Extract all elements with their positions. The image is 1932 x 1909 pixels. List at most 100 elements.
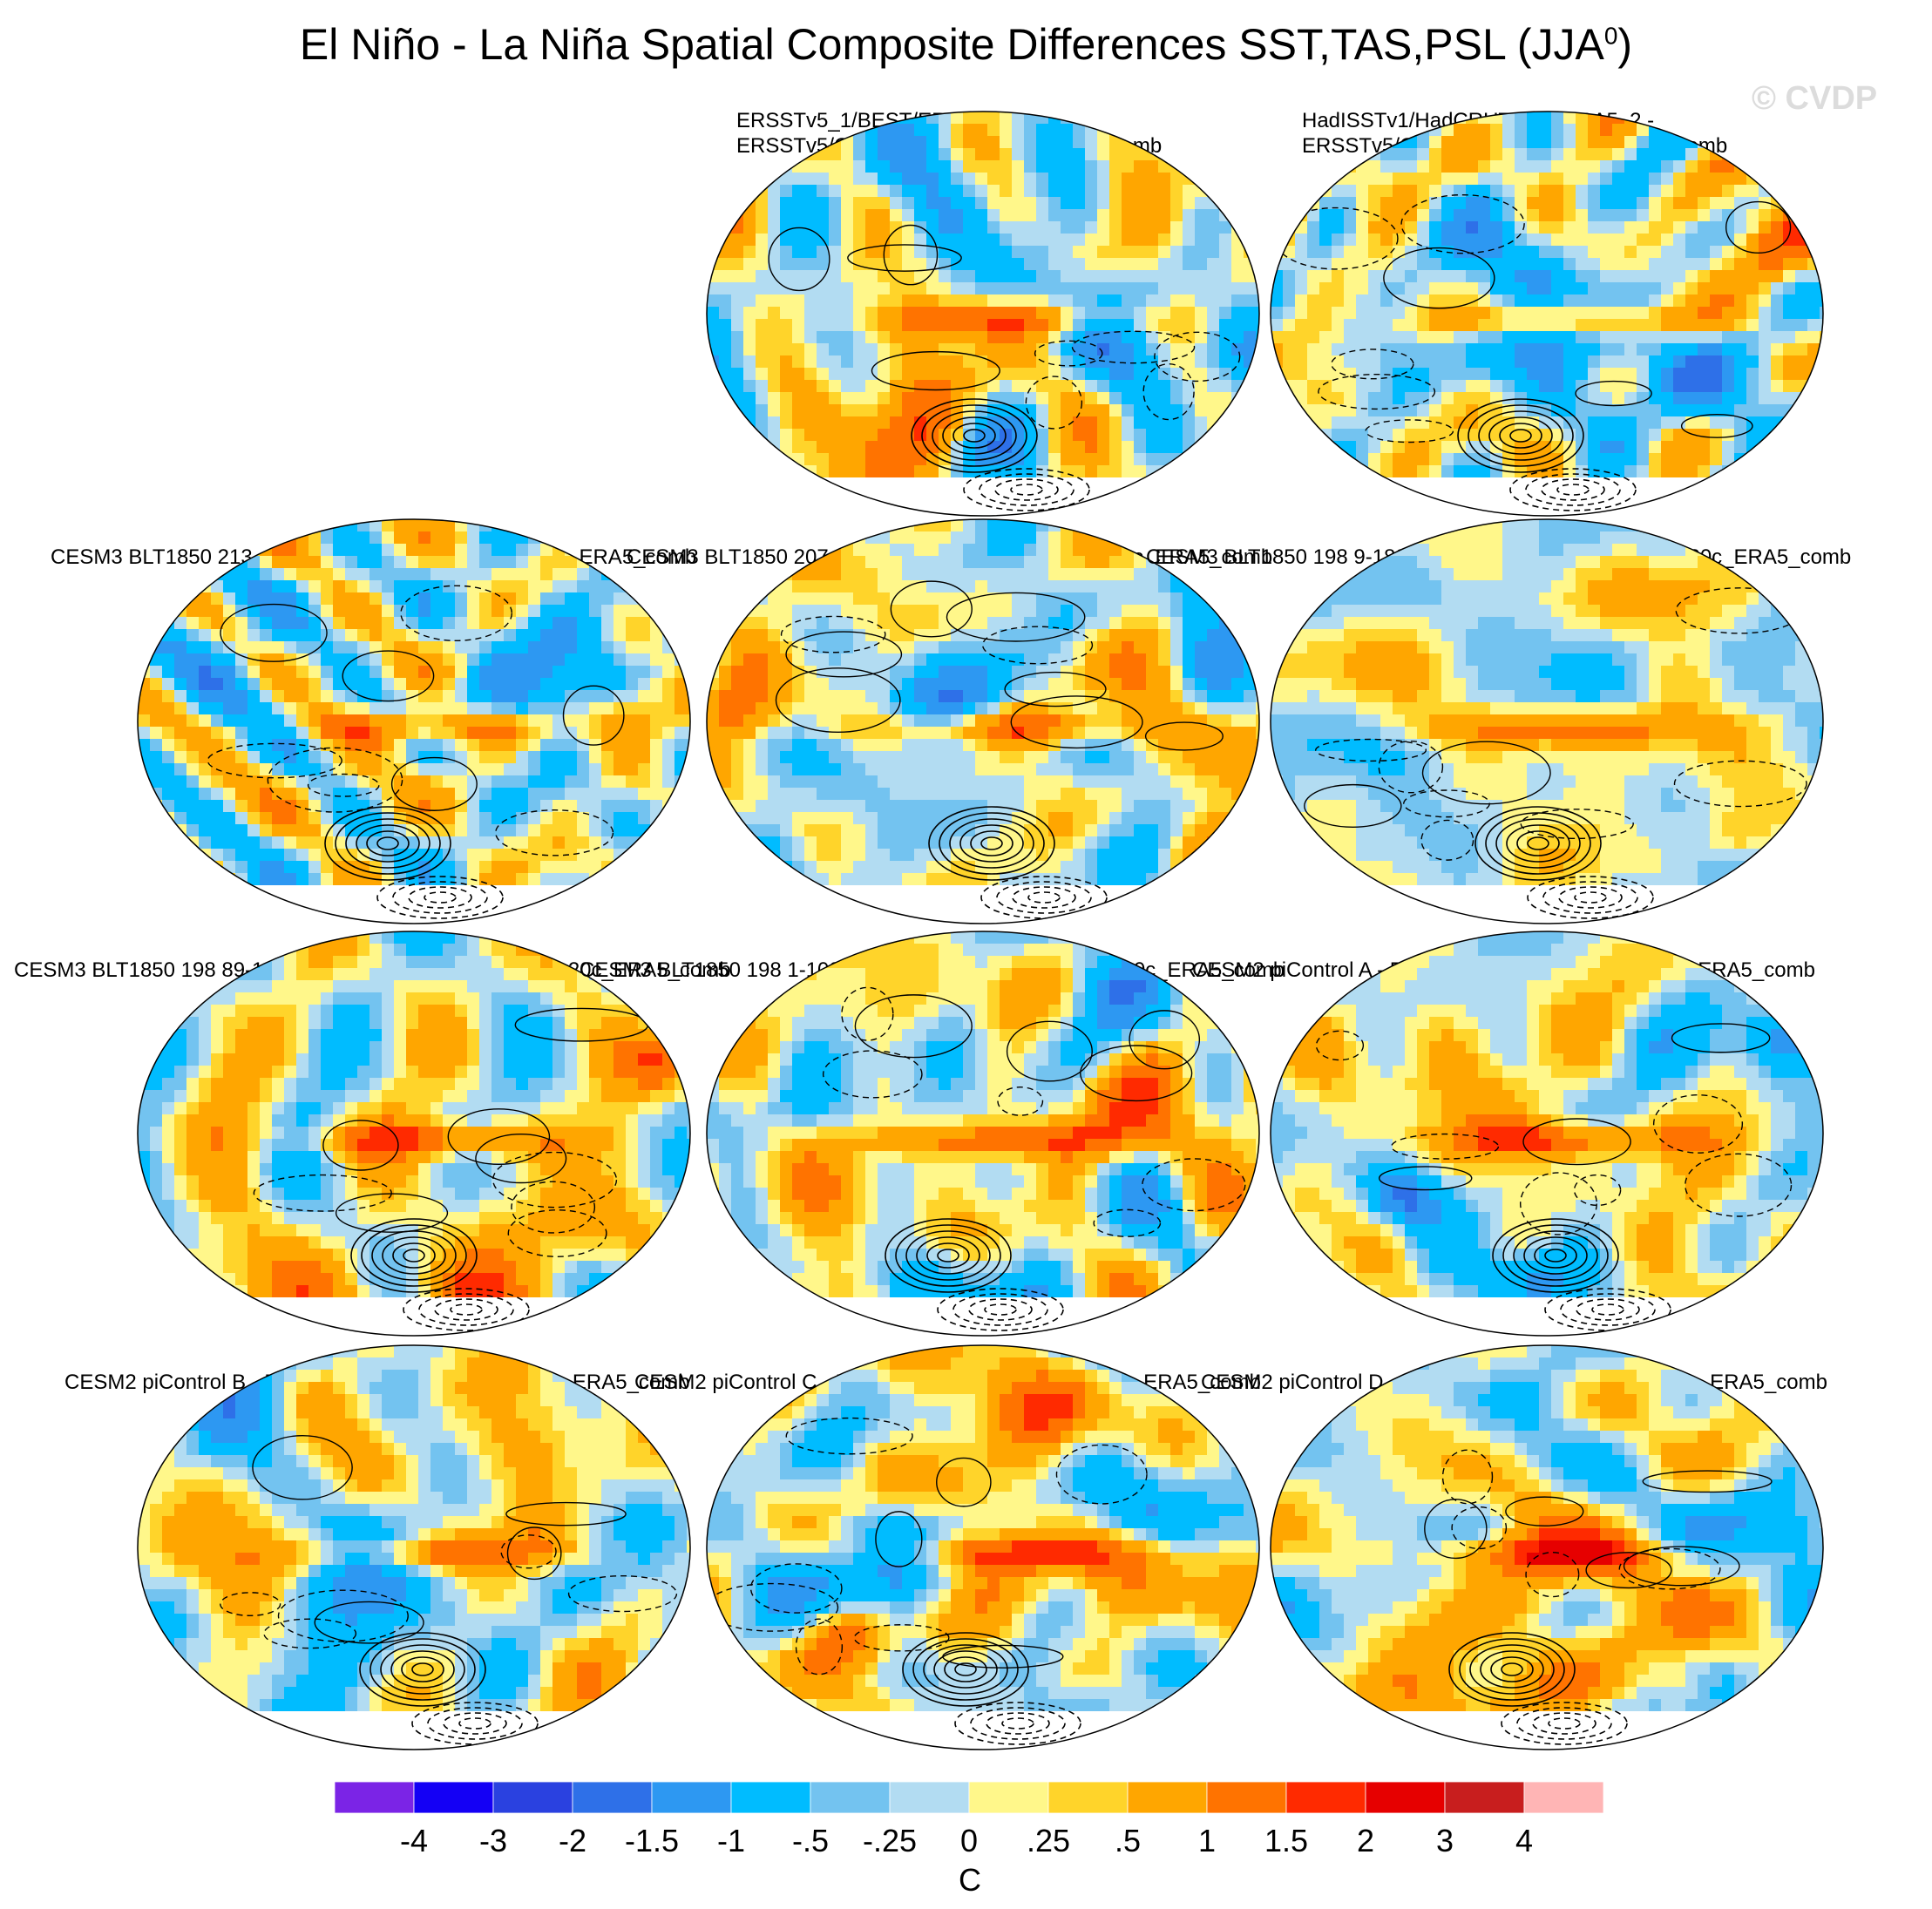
field-cell (1183, 380, 1196, 393)
field-cell (1429, 221, 1442, 234)
field-cell (284, 568, 297, 581)
field-cell (902, 258, 915, 271)
field-cell (284, 666, 297, 679)
field-cell (1207, 282, 1220, 295)
field-cell (150, 690, 163, 703)
field-cell (951, 441, 964, 454)
field-cell (1441, 429, 1454, 442)
field-cell (1271, 221, 1284, 234)
field-cell (1146, 294, 1159, 308)
field-cell (1109, 197, 1122, 210)
field-cell (1368, 416, 1381, 430)
field-cell (1612, 294, 1625, 308)
field-cell (1649, 331, 1662, 344)
field-cell (284, 653, 297, 667)
field-cell (552, 580, 566, 593)
field-cell (1746, 429, 1759, 442)
field-cell (1283, 319, 1296, 332)
field-cell (357, 763, 370, 776)
field-cell (638, 763, 651, 776)
field-cell (1502, 258, 1515, 271)
field-cell (321, 775, 334, 789)
field-cell (1368, 173, 1381, 186)
field-cell (1515, 502, 1528, 515)
field-cell (1734, 270, 1747, 283)
field-cell (865, 490, 878, 503)
field-cell (1649, 234, 1662, 247)
field-cell (138, 714, 151, 728)
field-cell (1024, 355, 1037, 369)
field-cell (1685, 477, 1698, 491)
field-cell (1048, 221, 1061, 234)
field-cell (719, 531, 732, 545)
field-cell (577, 702, 590, 715)
field-cell (743, 258, 756, 271)
field-cell (186, 605, 200, 618)
field-cell (1368, 331, 1381, 344)
field-cell (1319, 453, 1332, 466)
field-cell (1183, 209, 1196, 222)
field-cell (1429, 185, 1442, 198)
field-cell (565, 690, 578, 703)
field-cell (406, 592, 419, 606)
field-cell (1637, 355, 1650, 369)
field-cell (577, 800, 590, 813)
field-cell (1134, 416, 1147, 430)
field-cell (768, 380, 781, 393)
field-cell (1319, 465, 1332, 478)
field-cell (1600, 307, 1613, 320)
field-cell (199, 788, 212, 801)
field-cell (780, 490, 793, 503)
field-cell (756, 477, 769, 491)
panel-title: ERSSTv5_1/BEST/ERA5 - ERSSTv5/GISTEMPv4/E… (736, 109, 1163, 158)
field-cell (817, 477, 830, 491)
field-cell (357, 666, 370, 679)
field-cell (890, 568, 903, 581)
field-cell (1795, 465, 1808, 478)
field-cell (1000, 502, 1013, 515)
field-cell (577, 690, 590, 703)
field-cell (675, 861, 688, 874)
field-cell (1393, 404, 1406, 417)
field-cell (211, 519, 224, 532)
field-cell (150, 763, 163, 776)
field-cell (1466, 514, 1479, 516)
field-cell (743, 307, 756, 320)
field-cell (418, 812, 431, 825)
field-cell (1380, 465, 1393, 478)
field-cell (890, 173, 903, 186)
field-cell (1527, 429, 1540, 442)
field-cell (1393, 465, 1406, 478)
field-cell (394, 739, 407, 752)
field-cell (1600, 234, 1613, 247)
field-cell (382, 617, 395, 630)
field-cell (1429, 173, 1442, 186)
field-cell (1000, 209, 1013, 222)
field-cell (1612, 392, 1625, 405)
field-cell (565, 836, 578, 850)
field-cell (479, 885, 492, 898)
field-cell (865, 404, 878, 417)
field-cell (138, 653, 151, 667)
field-cell (1466, 343, 1479, 356)
field-cell (528, 714, 541, 728)
field-cell (321, 641, 334, 654)
field-cell (1146, 404, 1159, 417)
psl-contour-positive (335, 812, 441, 875)
field-cell (804, 319, 817, 332)
field-cell (382, 592, 395, 606)
field-cell (333, 580, 346, 593)
field-cell (1563, 234, 1576, 247)
field-cell (430, 727, 444, 740)
field-cell (345, 629, 358, 642)
field-cell (443, 580, 456, 593)
field-cell (1722, 477, 1735, 491)
field-cell (638, 849, 651, 862)
field-cell (1478, 173, 1491, 186)
field-cell (528, 849, 541, 862)
field-cell (491, 763, 505, 776)
field-cell (479, 824, 492, 837)
field-cell (1454, 234, 1467, 247)
field-cell (1219, 148, 1232, 161)
field-cell (638, 751, 651, 764)
